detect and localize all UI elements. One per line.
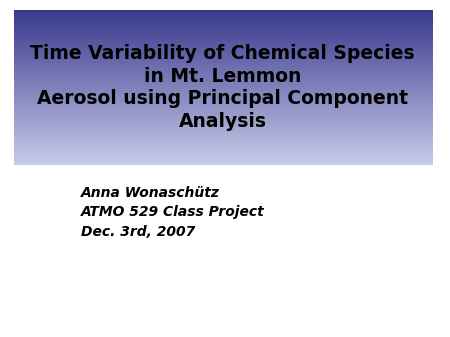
Text: Anna Wonaschütz
ATMO 529 Class Project
Dec. 3rd, 2007: Anna Wonaschütz ATMO 529 Class Project D… [81, 186, 265, 239]
Text: Time Variability of Chemical Species
in Mt. Lemmon
Aerosol using Principal Compo: Time Variability of Chemical Species in … [31, 44, 415, 131]
